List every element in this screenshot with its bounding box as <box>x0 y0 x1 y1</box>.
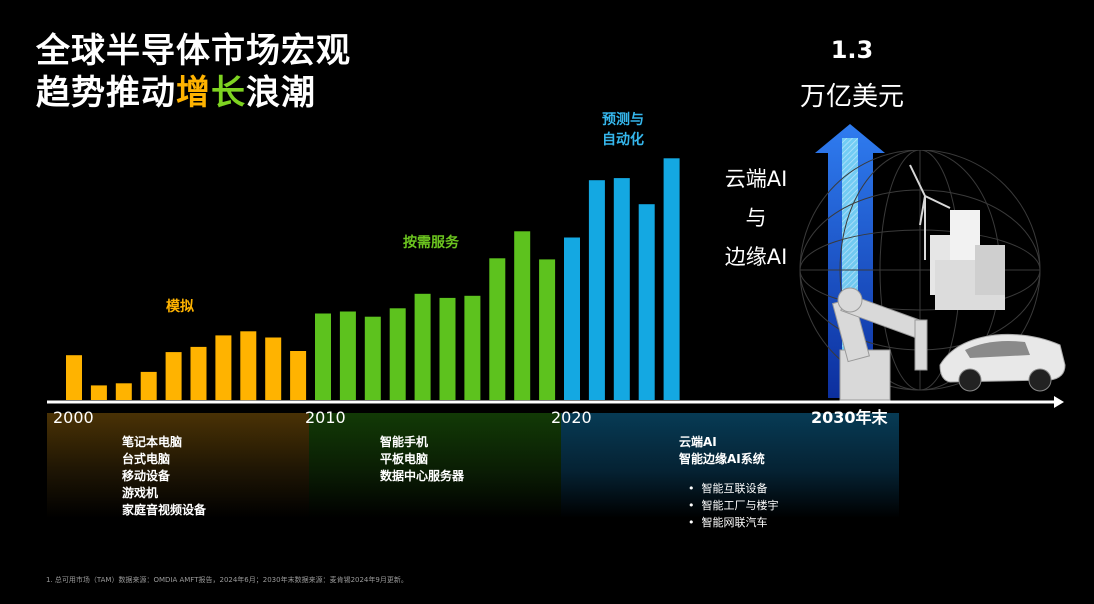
tick-label-2020: 2020 <box>551 408 592 427</box>
device-list-2010: 智能手机 平板电脑 数据中心服务器 <box>380 434 464 485</box>
bar-3-3 <box>613 178 630 400</box>
market-value-unit: 万亿美元 <box>799 82 904 112</box>
bar-3-2 <box>588 180 605 400</box>
wind-turbine-icon <box>909 164 951 260</box>
smart-city-illustration <box>799 150 1066 401</box>
bar-1-5 <box>165 352 182 400</box>
list-item: 游戏机 <box>122 486 159 500</box>
bar-1-2 <box>90 385 107 400</box>
page-title: 全球半导体市场宏观 趋势推动增长浪潮 <box>36 30 351 114</box>
era-label-predict: 预测与 自动化 <box>602 110 644 150</box>
list-item: 家庭音视频设备 <box>122 503 207 517</box>
era-panel-2010 <box>309 413 561 518</box>
bar-2-1 <box>315 313 331 400</box>
bar-2-2 <box>339 311 356 400</box>
title-line-2-post: 浪潮 <box>246 73 316 113</box>
device-list-2000: 笔记本电脑 台式电脑 移动设备 游戏机 家庭音视频设备 <box>122 434 206 519</box>
bar-2-7 <box>464 295 481 400</box>
list-item: 笔记本电脑 <box>122 435 183 449</box>
cloud-edge-line1: 云端AI <box>724 167 788 191</box>
device-sublist-2020: 智能互联设备 智能工厂与楼宇 智能网联汽车 <box>688 480 779 531</box>
title-line-1: 全球半导体市场宏观 <box>36 31 351 71</box>
bar-3-4 <box>638 204 655 400</box>
title-highlight-2: 长 <box>211 73 246 113</box>
title-line-2: 趋势推动增长浪潮 <box>36 72 351 114</box>
era-label-demand: 按需服务 <box>403 235 459 251</box>
bar-3-5 <box>663 158 680 400</box>
bar-1-3 <box>115 383 132 400</box>
bar-2-4 <box>389 308 406 400</box>
bars-group <box>66 158 680 401</box>
cloud-edge-line2: 与 <box>745 206 767 230</box>
tick-label-2000: 2000 <box>53 408 94 427</box>
bar-1-1 <box>66 355 82 400</box>
bar-3-1 <box>564 237 580 400</box>
era-label-predict-line2: 自动化 <box>602 132 644 148</box>
era-label-predict-line1: 预测与 <box>602 112 644 128</box>
buildings-icon <box>930 210 1005 310</box>
title-line-2-pre: 趋势推动 <box>36 73 176 113</box>
bar-1-9 <box>265 337 282 400</box>
bar-1-7 <box>215 335 232 400</box>
list-item: 智能手机 <box>380 435 429 449</box>
bar-2-10 <box>539 259 556 400</box>
footnote: 1. 总可用市场（TAM）数据来源：OMDIA AMFT报告，2024年6月；2… <box>46 576 408 584</box>
tick-label-2010: 2010 <box>305 408 346 427</box>
list-item: 平板电脑 <box>380 452 429 466</box>
bar-1-4 <box>140 371 157 400</box>
cloud-edge-ai-label: 云端AI 与 边缘AI <box>708 160 804 277</box>
x-axis <box>47 396 1064 408</box>
bar-2-3 <box>364 316 381 400</box>
bar-2-9 <box>514 231 531 401</box>
list-item: 智能边缘AI系统 <box>679 452 765 466</box>
bar-1-6 <box>190 346 207 400</box>
era-label-analog: 模拟 <box>166 299 194 315</box>
market-value: 1.3 <box>830 36 874 64</box>
list-item: 移动设备 <box>122 469 171 483</box>
cloud-edge-line3: 边缘AI <box>724 245 788 269</box>
car-icon <box>939 333 1066 392</box>
list-item: 智能互联设备 <box>688 480 779 497</box>
tick-label-2030-end: 2030年末 <box>811 408 888 427</box>
bar-2-5 <box>414 293 431 401</box>
list-item: 台式电脑 <box>122 452 171 466</box>
era-panel-2000 <box>47 413 309 518</box>
list-item: 云端AI <box>679 435 717 449</box>
list-item: 智能网联汽车 <box>688 514 779 531</box>
title-highlight-1: 增 <box>176 73 211 113</box>
robot-arm-icon <box>831 287 928 401</box>
bar-2-8 <box>489 258 506 400</box>
list-item: 数据中心服务器 <box>380 469 465 483</box>
bar-1-10 <box>290 351 307 400</box>
device-list-2020: 云端AI 智能边缘AI系统 <box>679 434 765 468</box>
list-item: 智能工厂与楼宇 <box>688 497 779 514</box>
bar-2-6 <box>439 297 456 400</box>
bar-1-8 <box>240 331 257 401</box>
